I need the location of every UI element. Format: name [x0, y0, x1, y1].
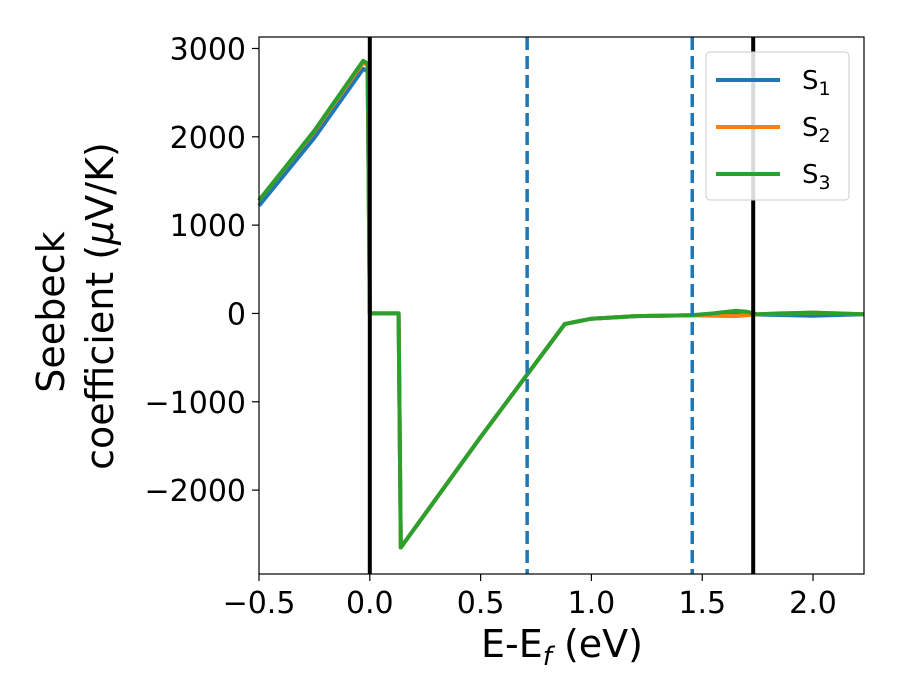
y-tick-label: −2000: [145, 474, 246, 509]
x-axis-title: E-Ef (eV): [481, 622, 643, 672]
y-axis-title-line1: Seebeck: [29, 231, 73, 392]
y-tick-label: −1000: [145, 386, 246, 421]
legend-label-s3: S3: [802, 160, 831, 194]
y-tick-label: 1000: [170, 209, 246, 244]
plot-frame: [258, 36, 865, 575]
y-axis-title: Seebeck coefficient (μV/K): [29, 142, 122, 470]
x-tick-label: 0.0: [346, 586, 394, 621]
legend-label-s2: S2: [802, 113, 831, 147]
x-tick-label: −0.5: [223, 586, 296, 621]
legend-label-s1: S1: [802, 66, 831, 100]
x-tick-label: 1.0: [568, 586, 616, 621]
vertical-lines-layer: [367, 37, 756, 574]
x-tick-label: 0.5: [457, 586, 505, 621]
x-axis-title-unit: (eV): [552, 622, 643, 666]
y-tick-label: 0: [227, 297, 246, 332]
y-axis-title-mu: μ: [78, 221, 122, 246]
y-tick-label: 2000: [170, 121, 246, 156]
y-tick-label: 3000: [170, 32, 246, 67]
legend: S1 S2 S3: [705, 51, 850, 201]
y-axis-title-line2: coefficient (μV/K): [78, 142, 122, 470]
legend-entries: S1 S2 S3: [716, 66, 831, 194]
x-tick-label: 1.5: [678, 586, 726, 621]
x-tick-label: 2.0: [789, 586, 837, 621]
tick-layer: −0.5 0.0 0.5 1.0 1.5 2.0 −2000 −1000 0 1000 2000 30…: [145, 32, 837, 621]
